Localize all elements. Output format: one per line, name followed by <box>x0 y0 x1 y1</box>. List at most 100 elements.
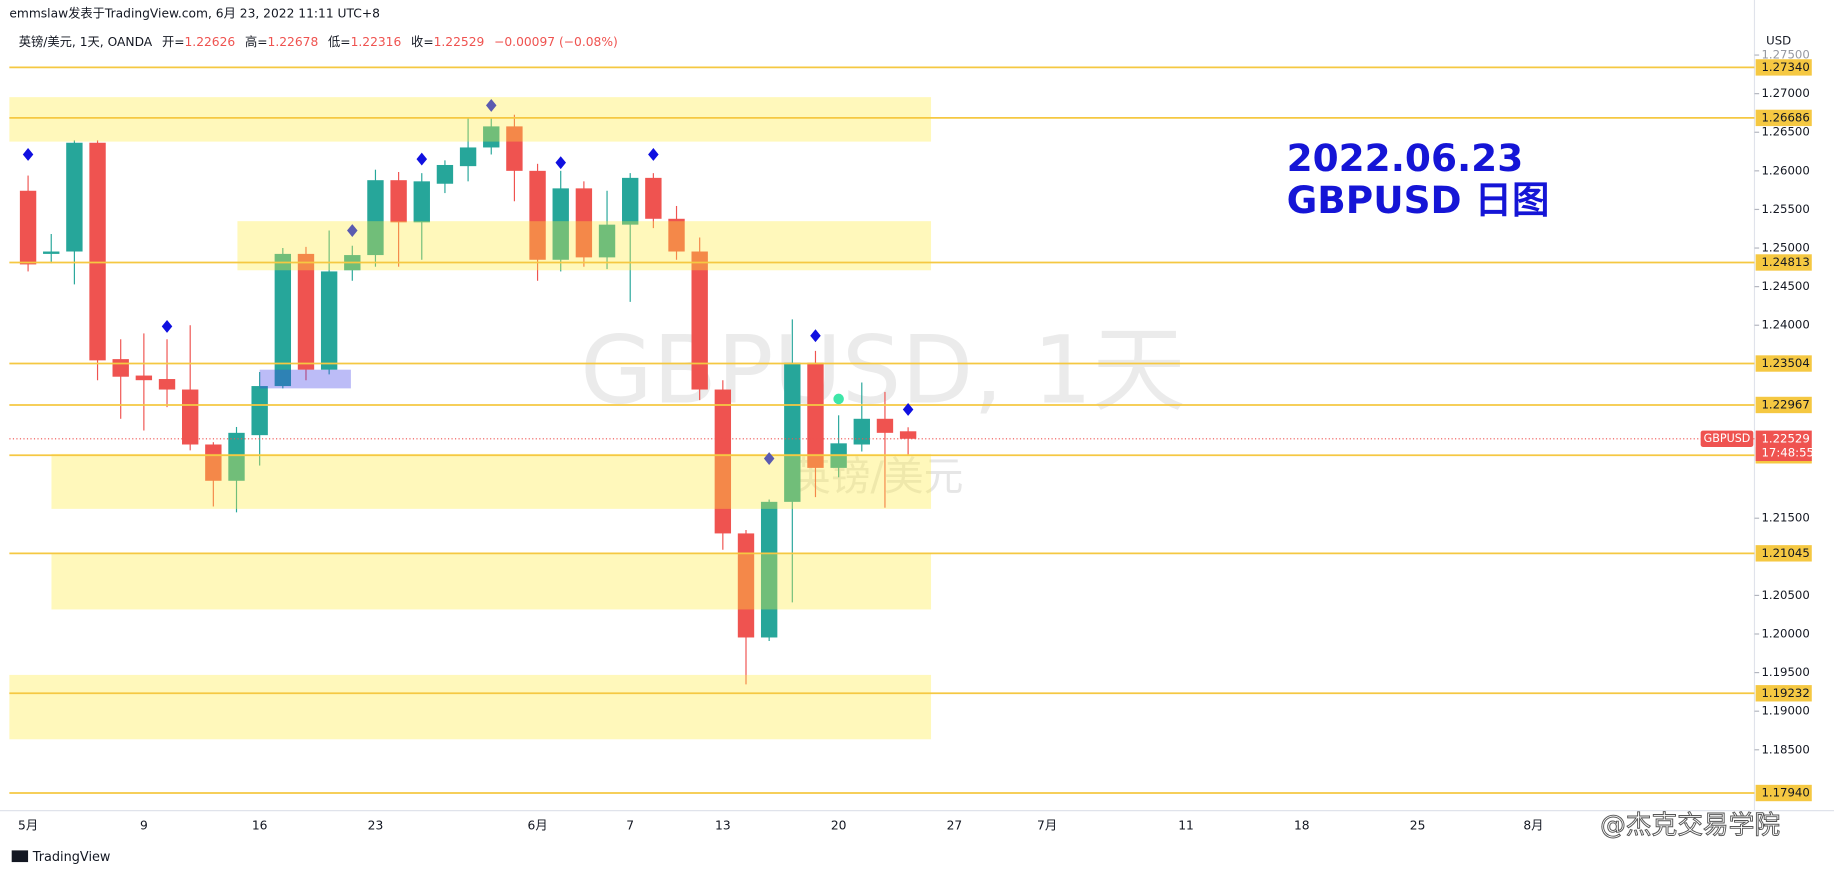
axis-unit: USD <box>1766 33 1791 47</box>
x-tick-label: 5月 <box>18 818 38 832</box>
level-label: 1.19232 <box>1761 686 1809 700</box>
signal-diamond <box>902 403 914 416</box>
signal-dot <box>833 393 844 405</box>
y-tick-label: 1.24500 <box>1761 279 1809 293</box>
ohlc-label: 收= <box>411 35 434 49</box>
watermark: GBPUSD, 1天 <box>580 317 1186 426</box>
zone <box>51 453 932 509</box>
logo-text: TradingView <box>32 850 111 865</box>
y-tick-label: 1.25000 <box>1761 241 1809 255</box>
candle-body <box>483 126 500 148</box>
candle-body <box>784 362 801 502</box>
symbol: 英镑/美元, 1天, OANDA <box>19 34 153 49</box>
candle-body <box>760 501 778 638</box>
signal-diamond <box>648 148 659 161</box>
candle-body <box>807 362 824 468</box>
signal-diamond <box>22 148 34 161</box>
annotation: 2022.06.23 <box>1287 136 1524 180</box>
candle-body <box>645 177 662 219</box>
y-tick-label: 1.27500 <box>1761 48 1809 62</box>
candle-body <box>668 218 685 252</box>
candle-body <box>274 253 292 387</box>
ohlc-label: 低= <box>328 35 351 49</box>
zone <box>9 674 932 740</box>
candle-body <box>181 389 199 445</box>
x-tick-label: 23 <box>368 818 384 832</box>
candle-body <box>66 142 83 252</box>
candle-body <box>158 379 176 390</box>
last-price-bg <box>1755 430 1812 462</box>
signal-diamond <box>555 156 566 170</box>
x-tick-label: 8月 <box>1523 818 1543 832</box>
y-tick-label: 1.25500 <box>1761 202 1809 216</box>
level-label: 1.17940 <box>1761 786 1809 800</box>
candle-body <box>19 190 37 265</box>
candle-body <box>251 386 268 436</box>
level-label-bg <box>1755 254 1812 271</box>
level-label-bg <box>1755 784 1812 802</box>
candle-body <box>899 431 917 439</box>
symbol-line: 英镑/美元, 1天, OANDA 开=1.22626 高=1.22678 低=1… <box>19 34 618 49</box>
candle-body <box>506 126 523 171</box>
signal-diamond <box>485 98 497 112</box>
level-label: 1.26686 <box>1761 110 1809 124</box>
ohlc-value: 1.22529 <box>434 35 485 49</box>
candle-body <box>853 418 870 445</box>
candle-body <box>112 359 129 377</box>
candle-body <box>413 181 430 223</box>
ohlc-label: 高= <box>245 34 268 49</box>
candle-body <box>205 444 222 481</box>
candle-body <box>297 253 315 370</box>
x-tick-label: 25 <box>1410 818 1426 832</box>
ohlc-label: 开= <box>162 35 185 49</box>
candle-body <box>552 188 569 260</box>
candle-body <box>390 180 407 223</box>
logo-icon <box>11 850 29 863</box>
candle-body <box>598 224 616 258</box>
x-tick-label: 18 <box>1294 818 1310 832</box>
level-label-bg <box>1755 59 1812 76</box>
candle-body <box>691 251 708 390</box>
zone <box>51 553 932 610</box>
x-tick-label: 7 <box>626 818 634 832</box>
candle-body <box>320 271 338 370</box>
symbol-tag-bg <box>1700 430 1754 447</box>
candle-body <box>367 180 384 256</box>
y-tick-label: 1.20500 <box>1761 588 1809 602</box>
level-label: 1.21045 <box>1761 546 1809 560</box>
ohlc-value: 1.22626 <box>185 35 236 49</box>
candle-body <box>135 375 153 381</box>
y-tick-label: 1.27000 <box>1761 86 1809 100</box>
zone <box>259 369 351 389</box>
x-tick-label: 13 <box>715 818 731 832</box>
candle-body <box>575 188 593 258</box>
ohlc-value: 1.22316 <box>351 35 402 49</box>
y-tick-label: 1.21500 <box>1761 511 1809 525</box>
candle-body <box>436 164 454 184</box>
header: emmslaw发表于TradingView.com, 6月 23, 2022 1… <box>9 6 380 21</box>
level-label: 1.24813 <box>1761 255 1809 269</box>
level-label: 1.22967 <box>1761 397 1809 411</box>
candle-body <box>876 418 894 433</box>
x-tick-label: 20 <box>831 818 847 832</box>
level-label-bg <box>1755 396 1812 414</box>
level-label: 1.27340 <box>1761 60 1809 74</box>
y-tick-label: 1.19500 <box>1761 665 1809 679</box>
y-tick-label: 1.26500 <box>1761 125 1809 139</box>
level-label-bg <box>1755 685 1812 702</box>
countdown: 17:48:55 <box>1761 445 1814 459</box>
signal-diamond <box>810 329 821 343</box>
last-price-label: 1.22529 <box>1761 431 1809 445</box>
y-tick-label: 1.24000 <box>1761 318 1809 332</box>
signal-diamond <box>763 452 775 465</box>
level-label-bg <box>1755 545 1812 562</box>
y-tick-label: 1.26000 <box>1761 163 1809 177</box>
x-tick-label: 9 <box>140 818 148 832</box>
level-label-bg <box>1755 355 1812 372</box>
level-label-bg <box>1755 109 1812 127</box>
y-tick-label: 1.20000 <box>1761 627 1809 641</box>
candle-body <box>529 170 546 260</box>
